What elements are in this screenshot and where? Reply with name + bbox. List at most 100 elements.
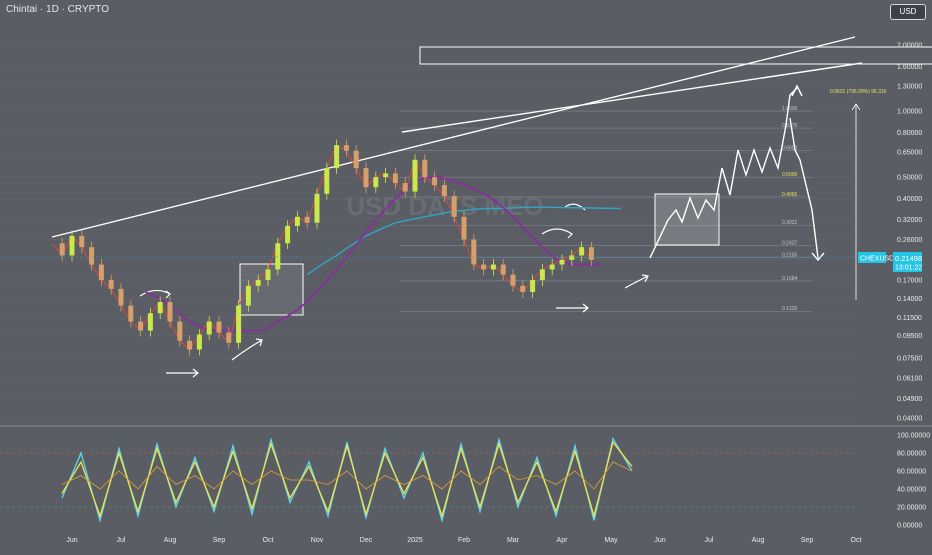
candle-body xyxy=(549,264,555,270)
price-axis-label: 1.60000 xyxy=(897,64,922,71)
upper-trendline xyxy=(51,36,856,238)
projection-arrowhead-down xyxy=(811,252,825,262)
time-axis-label: Oct xyxy=(851,537,862,544)
stoch-slow-line xyxy=(61,461,633,490)
fib-label: 0.5000 xyxy=(782,172,798,178)
candle-body xyxy=(265,269,271,281)
candle-body xyxy=(128,305,134,322)
time-axis-label: Feb xyxy=(458,537,470,544)
resistance-zone xyxy=(419,46,932,65)
price-axis-label: 0.32000 xyxy=(897,217,922,224)
candle-body xyxy=(314,193,320,223)
measure-arrowhead xyxy=(851,103,861,111)
candle-body xyxy=(373,177,379,188)
candle-body xyxy=(461,216,467,240)
fib-label: 0.2155 xyxy=(782,252,798,258)
stoch-axis-label: 40.00000 xyxy=(897,487,926,494)
long-moving-average-line xyxy=(306,206,621,276)
price-axis-label: 1.00000 xyxy=(897,109,922,116)
time-axis-label: Jun xyxy=(66,537,77,544)
time-axis-label: Jun xyxy=(654,537,665,544)
stoch-d-line xyxy=(61,440,633,519)
price-series xyxy=(52,139,594,356)
time-axis-label: Oct xyxy=(263,537,274,544)
candle-body xyxy=(138,321,144,331)
candle-body xyxy=(177,321,183,341)
candle-body xyxy=(422,159,428,178)
time-axis-label: 2025 xyxy=(407,537,423,544)
candle-body xyxy=(363,168,369,188)
price-axis-label: 0.14000 xyxy=(897,296,922,303)
price-axis-label: 0.40000 xyxy=(897,196,922,203)
price-axis-label: 0.50000 xyxy=(897,175,922,182)
candle-body xyxy=(441,185,447,197)
accumulation-box-projected xyxy=(654,193,720,246)
price-tag-countdown: 13:01:22 xyxy=(895,265,922,272)
arrow-right-1 xyxy=(166,368,199,378)
candle-body xyxy=(559,259,565,265)
price-axis-label: 0.06100 xyxy=(897,375,922,382)
candle-body xyxy=(383,173,389,178)
candle-body xyxy=(353,150,359,169)
price-tag-box xyxy=(893,252,922,272)
time-axis-label: Sep xyxy=(213,537,226,544)
candle-body xyxy=(275,243,281,270)
time-axis-label: Mar xyxy=(507,537,520,544)
candle-body xyxy=(588,247,594,260)
candle-body xyxy=(59,243,65,256)
candle-body xyxy=(69,235,75,256)
fib-label: 0.8370 xyxy=(782,123,798,129)
candle-body xyxy=(569,255,575,260)
currency-button[interactable]: USD xyxy=(890,4,926,20)
candle-body xyxy=(490,264,496,270)
price-axis-label: 2.00000 xyxy=(897,43,922,50)
arrow-up-2 xyxy=(624,274,649,289)
current-price-tag: CHEXUSD 0.21498 13:01:22 xyxy=(0,252,922,272)
candle-body xyxy=(510,274,516,286)
symbol-tag-text: CHEXUSD xyxy=(860,256,894,263)
candle-body xyxy=(196,334,202,350)
grid-layer xyxy=(0,44,855,419)
candle-body xyxy=(579,247,585,256)
symbol-tag xyxy=(858,252,886,263)
price-tag-value: 0.21498 xyxy=(895,254,922,263)
candle-body xyxy=(285,225,291,244)
candle-body xyxy=(343,145,349,151)
arrow-curve-2 xyxy=(541,228,573,239)
time-axis-label: Sep xyxy=(801,537,814,544)
candle-body xyxy=(187,340,193,350)
candle-body xyxy=(392,173,398,184)
measure-annotation: 0.9631 (796.09%) 96.316 xyxy=(830,89,887,95)
candle-body xyxy=(216,321,222,333)
candle-body xyxy=(98,264,104,281)
price-axis-label: 0.09500 xyxy=(897,333,922,340)
time-axis-label: Apr xyxy=(557,537,569,544)
fib-label: 0.1684 xyxy=(782,276,798,282)
projection-zigzag xyxy=(649,87,798,259)
time-axis-label: Aug xyxy=(164,537,177,544)
candle-body xyxy=(451,196,457,217)
stoch-axis-label: 20.00000 xyxy=(897,505,926,512)
time-axis-label: Nov xyxy=(311,537,324,544)
price-axis-label: 0.17000 xyxy=(897,278,922,285)
stochastic-rsi-pane: 100.00000 80.00000 60.00000 40.00000 20.0000… xyxy=(0,433,930,530)
price-axis[interactable]: 2.00000 1.60000 1.30000 1.00000 0.80000 0.650… xyxy=(897,43,922,423)
candle-body xyxy=(226,332,232,343)
symbol-title: Chintai · 1D · CRYPTO xyxy=(6,4,109,15)
arrow-up-1 xyxy=(231,338,263,361)
candle-body xyxy=(157,302,163,314)
arrow-right-2 xyxy=(556,303,589,313)
candle-body xyxy=(520,285,526,292)
candle-body xyxy=(89,247,95,265)
arrow-curve-1 xyxy=(139,289,171,299)
projection-arrowhead-up xyxy=(791,84,803,97)
time-axis-label: Dec xyxy=(360,537,373,544)
time-axis[interactable]: Jun Jul Aug Sep Oct Nov Dec 2025 Feb Mar Apr May Jun… xyxy=(66,537,861,544)
stoch-k-line xyxy=(61,436,633,524)
candle-body xyxy=(334,145,340,169)
candle-body xyxy=(432,177,438,186)
candle-body xyxy=(167,302,173,322)
